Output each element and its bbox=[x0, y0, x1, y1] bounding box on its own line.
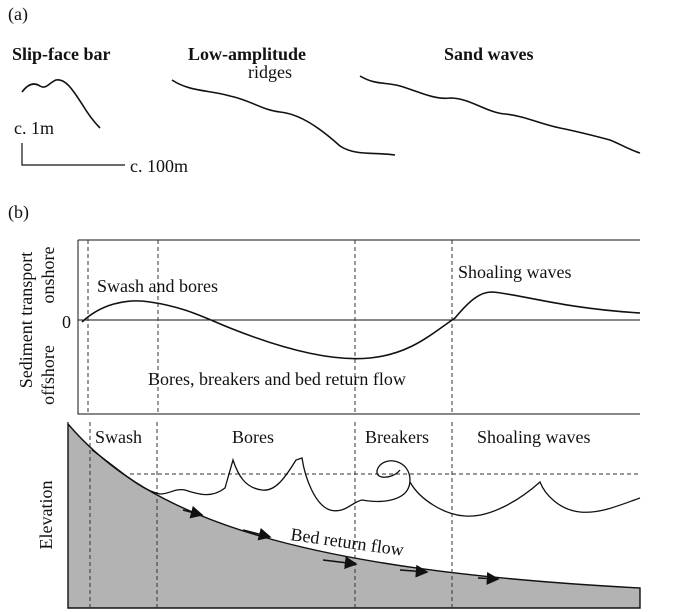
figure: (a) Slip-face bar Low-amplitude ridges S… bbox=[0, 0, 680, 612]
zone-label: Swash bbox=[95, 427, 142, 447]
scale-bar bbox=[22, 143, 125, 165]
scale-label: c. 100m bbox=[130, 156, 188, 176]
bedform-profile bbox=[360, 76, 640, 153]
beach-profile bbox=[68, 424, 640, 608]
zero-label: 0 bbox=[62, 312, 71, 332]
bedform-profile bbox=[172, 80, 395, 155]
bedform-name: Low-amplitude bbox=[188, 44, 306, 64]
annotation: Swash and bores bbox=[97, 276, 218, 296]
zone-label: Breakers bbox=[365, 427, 429, 447]
bedform-name: ridges bbox=[248, 62, 292, 82]
axis-label: onshore bbox=[38, 247, 58, 304]
axis-label: offshore bbox=[38, 345, 58, 405]
zone-label: Shoaling waves bbox=[477, 427, 590, 447]
scale-label: c. 1m bbox=[14, 118, 54, 138]
annotation: Shoaling waves bbox=[458, 262, 571, 282]
bedform-name: Sand waves bbox=[444, 44, 534, 64]
panel-label: (b) bbox=[8, 202, 29, 223]
axis-label: Sediment transport bbox=[16, 252, 36, 388]
annotation: Bores, breakers and bed return flow bbox=[148, 369, 406, 389]
panel-label: (a) bbox=[8, 4, 28, 25]
bedform-name: Slip-face bar bbox=[12, 44, 111, 64]
transport-curve bbox=[82, 292, 640, 359]
zone-label: Bores bbox=[232, 427, 274, 447]
axis-label: Elevation bbox=[36, 481, 56, 550]
